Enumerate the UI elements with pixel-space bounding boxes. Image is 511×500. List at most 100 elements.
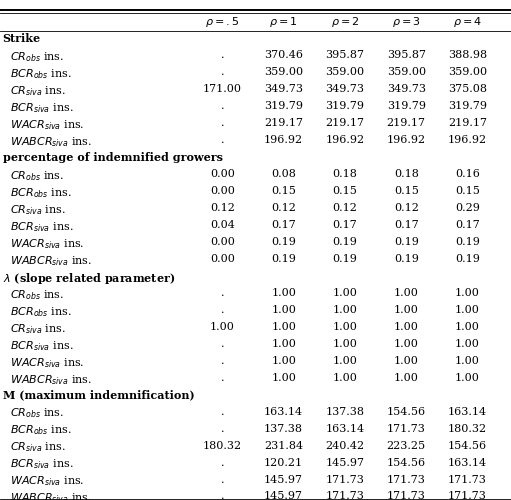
Text: 1.00: 1.00 — [455, 305, 480, 315]
Text: .: . — [221, 356, 224, 366]
Text: 1.00: 1.00 — [394, 322, 419, 332]
Text: 0.17: 0.17 — [271, 220, 296, 230]
Text: 0.15: 0.15 — [271, 186, 296, 196]
Text: 163.14: 163.14 — [448, 458, 487, 468]
Text: 180.32: 180.32 — [203, 440, 242, 450]
Text: .: . — [221, 118, 224, 128]
Text: 196.92: 196.92 — [448, 136, 487, 145]
Text: 0.19: 0.19 — [333, 254, 357, 264]
Text: 163.14: 163.14 — [264, 406, 303, 416]
Text: 154.56: 154.56 — [387, 458, 426, 468]
Text: 0.15: 0.15 — [455, 186, 480, 196]
Text: M (maximum indemnification): M (maximum indemnification) — [3, 390, 194, 400]
Text: 0.12: 0.12 — [394, 203, 419, 213]
Text: $CR_{siva}$ ins.: $CR_{siva}$ ins. — [10, 203, 66, 217]
Text: $CR_{siva}$ ins.: $CR_{siva}$ ins. — [10, 322, 66, 336]
Text: .: . — [221, 406, 224, 416]
Text: 388.98: 388.98 — [448, 50, 487, 60]
Text: 1.00: 1.00 — [394, 339, 419, 349]
Text: $WABCR_{siva}$ ins.: $WABCR_{siva}$ ins. — [10, 254, 92, 268]
Text: 219.17: 219.17 — [387, 118, 426, 128]
Text: 120.21: 120.21 — [264, 458, 303, 468]
Text: .: . — [221, 136, 224, 145]
Text: 0.00: 0.00 — [210, 169, 235, 179]
Text: 1.00: 1.00 — [455, 356, 480, 366]
Text: 1.00: 1.00 — [333, 372, 357, 382]
Text: 1.00: 1.00 — [210, 322, 235, 332]
Text: $\rho=2$: $\rho=2$ — [331, 14, 359, 28]
Text: 375.08: 375.08 — [448, 84, 487, 94]
Text: 0.00: 0.00 — [210, 186, 235, 196]
Text: 0.17: 0.17 — [394, 220, 419, 230]
Text: 196.92: 196.92 — [264, 136, 303, 145]
Text: 137.38: 137.38 — [326, 406, 364, 416]
Text: 349.73: 349.73 — [264, 84, 303, 94]
Text: .: . — [221, 458, 224, 468]
Text: 1.00: 1.00 — [455, 288, 480, 298]
Text: 145.97: 145.97 — [264, 492, 303, 500]
Text: 137.38: 137.38 — [264, 424, 303, 434]
Text: $CR_{siva}$ ins.: $CR_{siva}$ ins. — [10, 84, 66, 98]
Text: 0.29: 0.29 — [455, 203, 480, 213]
Text: $BCR_{siva}$ ins.: $BCR_{siva}$ ins. — [10, 102, 74, 115]
Text: 171.73: 171.73 — [326, 474, 364, 484]
Text: $WABCR_{siva}$ ins.: $WABCR_{siva}$ ins. — [10, 492, 92, 500]
Text: 171.73: 171.73 — [326, 492, 364, 500]
Text: 1.00: 1.00 — [271, 372, 296, 382]
Text: $\rho=1$: $\rho=1$ — [269, 14, 298, 28]
Text: 231.84: 231.84 — [264, 440, 303, 450]
Text: 1.00: 1.00 — [271, 339, 296, 349]
Text: 359.00: 359.00 — [448, 68, 487, 78]
Text: 0.15: 0.15 — [394, 186, 419, 196]
Text: 0.19: 0.19 — [394, 254, 419, 264]
Text: .: . — [221, 339, 224, 349]
Text: .: . — [221, 474, 224, 484]
Text: 1.00: 1.00 — [333, 322, 357, 332]
Text: 0.15: 0.15 — [333, 186, 357, 196]
Text: 1.00: 1.00 — [333, 356, 357, 366]
Text: 223.25: 223.25 — [387, 440, 426, 450]
Text: $CR_{obs}$ ins.: $CR_{obs}$ ins. — [10, 50, 64, 64]
Text: 1.00: 1.00 — [455, 322, 480, 332]
Text: 0.19: 0.19 — [455, 254, 480, 264]
Text: $BCR_{siva}$ ins.: $BCR_{siva}$ ins. — [10, 458, 74, 471]
Text: 219.17: 219.17 — [326, 118, 364, 128]
Text: 1.00: 1.00 — [271, 288, 296, 298]
Text: $WACR_{siva}$ ins.: $WACR_{siva}$ ins. — [10, 237, 85, 251]
Text: 319.79: 319.79 — [264, 102, 303, 112]
Text: 1.00: 1.00 — [271, 356, 296, 366]
Text: $\rho=.5$: $\rho=.5$ — [205, 14, 240, 28]
Text: 0.12: 0.12 — [271, 203, 296, 213]
Text: 0.19: 0.19 — [394, 237, 419, 247]
Text: 196.92: 196.92 — [387, 136, 426, 145]
Text: 319.79: 319.79 — [387, 102, 426, 112]
Text: 171.73: 171.73 — [387, 424, 426, 434]
Text: .: . — [221, 372, 224, 382]
Text: 145.97: 145.97 — [326, 458, 364, 468]
Text: $WABCR_{siva}$ ins.: $WABCR_{siva}$ ins. — [10, 136, 92, 149]
Text: 1.00: 1.00 — [271, 305, 296, 315]
Text: 0.19: 0.19 — [333, 237, 357, 247]
Text: $WABCR_{siva}$ ins.: $WABCR_{siva}$ ins. — [10, 372, 92, 386]
Text: $\rho=4$: $\rho=4$ — [453, 14, 482, 28]
Text: .: . — [221, 424, 224, 434]
Text: 359.00: 359.00 — [264, 68, 303, 78]
Text: 0.19: 0.19 — [271, 254, 296, 264]
Text: 0.16: 0.16 — [455, 169, 480, 179]
Text: 395.87: 395.87 — [326, 50, 364, 60]
Text: $\rho=3$: $\rho=3$ — [392, 14, 421, 28]
Text: .: . — [221, 68, 224, 78]
Text: 1.00: 1.00 — [455, 339, 480, 349]
Text: Strike: Strike — [3, 34, 41, 44]
Text: 359.00: 359.00 — [387, 68, 426, 78]
Text: percentage of indemnified growers: percentage of indemnified growers — [3, 152, 223, 163]
Text: 171.73: 171.73 — [448, 492, 487, 500]
Text: 0.18: 0.18 — [333, 169, 357, 179]
Text: 349.73: 349.73 — [387, 84, 426, 94]
Text: 0.00: 0.00 — [210, 237, 235, 247]
Text: 319.79: 319.79 — [326, 102, 364, 112]
Text: 0.04: 0.04 — [210, 220, 235, 230]
Text: $WACR_{siva}$ ins.: $WACR_{siva}$ ins. — [10, 118, 85, 132]
Text: 1.00: 1.00 — [333, 339, 357, 349]
Text: $BCR_{obs}$ ins.: $BCR_{obs}$ ins. — [10, 424, 72, 438]
